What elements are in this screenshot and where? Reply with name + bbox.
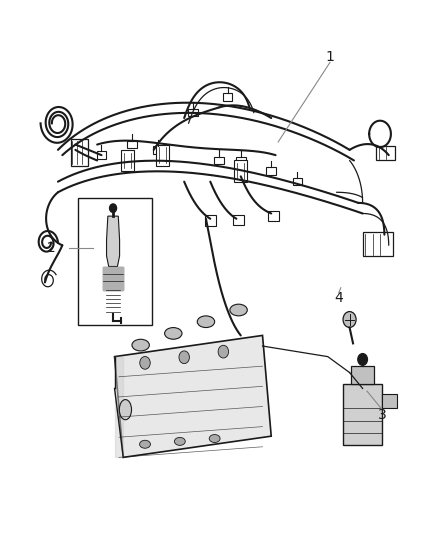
Circle shape xyxy=(358,353,367,365)
Bar xyxy=(268,211,279,221)
Polygon shape xyxy=(115,335,271,457)
Bar xyxy=(293,178,302,185)
Bar xyxy=(234,160,247,182)
Bar xyxy=(127,141,137,148)
Polygon shape xyxy=(103,266,123,290)
Bar xyxy=(121,150,134,171)
Text: 1: 1 xyxy=(325,50,335,64)
Circle shape xyxy=(343,312,356,327)
Bar xyxy=(214,157,224,164)
Ellipse shape xyxy=(230,304,247,316)
Bar xyxy=(188,109,198,116)
Ellipse shape xyxy=(165,328,182,339)
Circle shape xyxy=(218,345,229,358)
Ellipse shape xyxy=(174,438,185,446)
Circle shape xyxy=(179,351,189,364)
Text: 4: 4 xyxy=(334,292,343,305)
Polygon shape xyxy=(115,357,123,457)
Bar xyxy=(236,157,246,164)
Bar xyxy=(343,384,382,445)
Bar xyxy=(205,215,216,225)
Polygon shape xyxy=(106,216,120,266)
Ellipse shape xyxy=(209,434,220,442)
Bar xyxy=(223,93,233,101)
Bar xyxy=(97,151,106,159)
Bar xyxy=(71,139,88,166)
Ellipse shape xyxy=(132,340,149,351)
Bar xyxy=(351,366,374,384)
Ellipse shape xyxy=(119,400,131,419)
Circle shape xyxy=(110,204,117,213)
Bar xyxy=(363,232,393,256)
Bar xyxy=(382,394,397,408)
Bar xyxy=(156,144,169,166)
Bar xyxy=(266,167,276,175)
Ellipse shape xyxy=(197,316,215,328)
Circle shape xyxy=(140,357,150,369)
Bar xyxy=(103,266,123,290)
Ellipse shape xyxy=(140,440,150,448)
Bar xyxy=(233,215,244,225)
Bar xyxy=(78,198,152,325)
Text: 2: 2 xyxy=(47,241,56,255)
Bar xyxy=(376,146,395,160)
Text: 3: 3 xyxy=(378,408,387,422)
Bar xyxy=(153,146,163,154)
